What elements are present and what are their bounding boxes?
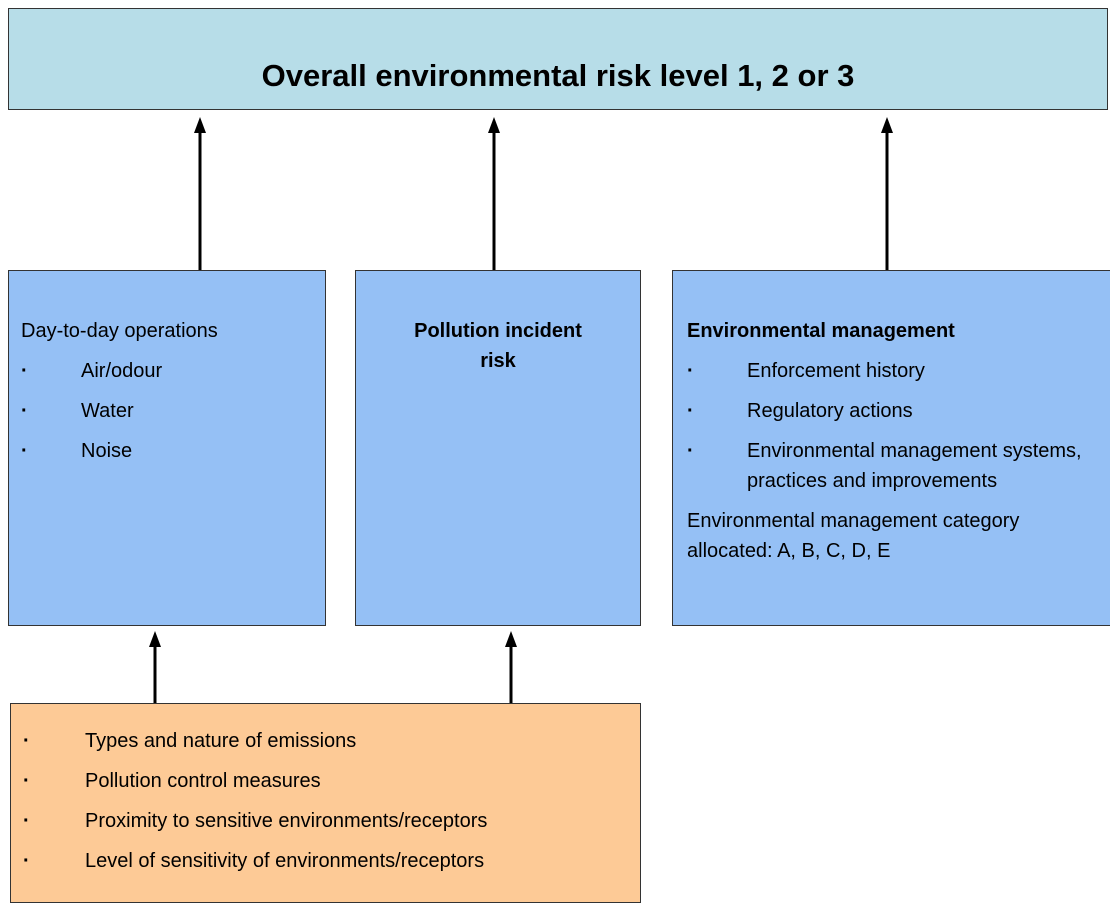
arrow-lines [153, 130, 889, 703]
arrow-head [149, 631, 161, 647]
box-heading: Environmental management [687, 320, 955, 342]
box-heading: Pollution incident risk [414, 320, 582, 372]
arrow-head [881, 117, 893, 133]
list-item: Proximity to sensitive environments/rece… [23, 806, 640, 836]
list-item: Regulatory actions [687, 396, 1110, 426]
incident-box: Pollution incident risk [355, 270, 641, 626]
list-item: Environmental management systems, practi… [687, 436, 1110, 496]
list-item: Noise [21, 436, 325, 466]
list-item: Types and nature of emissions [23, 726, 640, 756]
list-item: Pollution control measures [23, 766, 640, 796]
list: Air/odour Water Noise [21, 356, 325, 466]
title: Overall environmental risk level 1, 2 or… [261, 58, 855, 93]
list-item: Water [21, 396, 325, 426]
management-box: Environmental management Enforcement his… [672, 270, 1110, 626]
box-note: Environmental management category alloca… [687, 510, 1020, 562]
list-item: Air/odour [21, 356, 325, 386]
list: Enforcement history Regulatory actions E… [687, 356, 1110, 496]
operations-box: Day-to-day operations Air/odour Water No… [8, 270, 326, 626]
factors-box: Types and nature of emissions Pollution … [10, 703, 641, 903]
list-item: Enforcement history [687, 356, 1110, 386]
list: Types and nature of emissions Pollution … [23, 726, 640, 876]
list-item: Level of sensitivity of environments/rec… [23, 846, 640, 876]
title-box: Overall environmental risk level 1, 2 or… [8, 8, 1108, 110]
arrow-head [488, 117, 500, 133]
arrow-heads [149, 117, 893, 647]
box-heading: Day-to-day operations [21, 320, 218, 342]
arrow-head [505, 631, 517, 647]
arrow-head [194, 117, 206, 133]
